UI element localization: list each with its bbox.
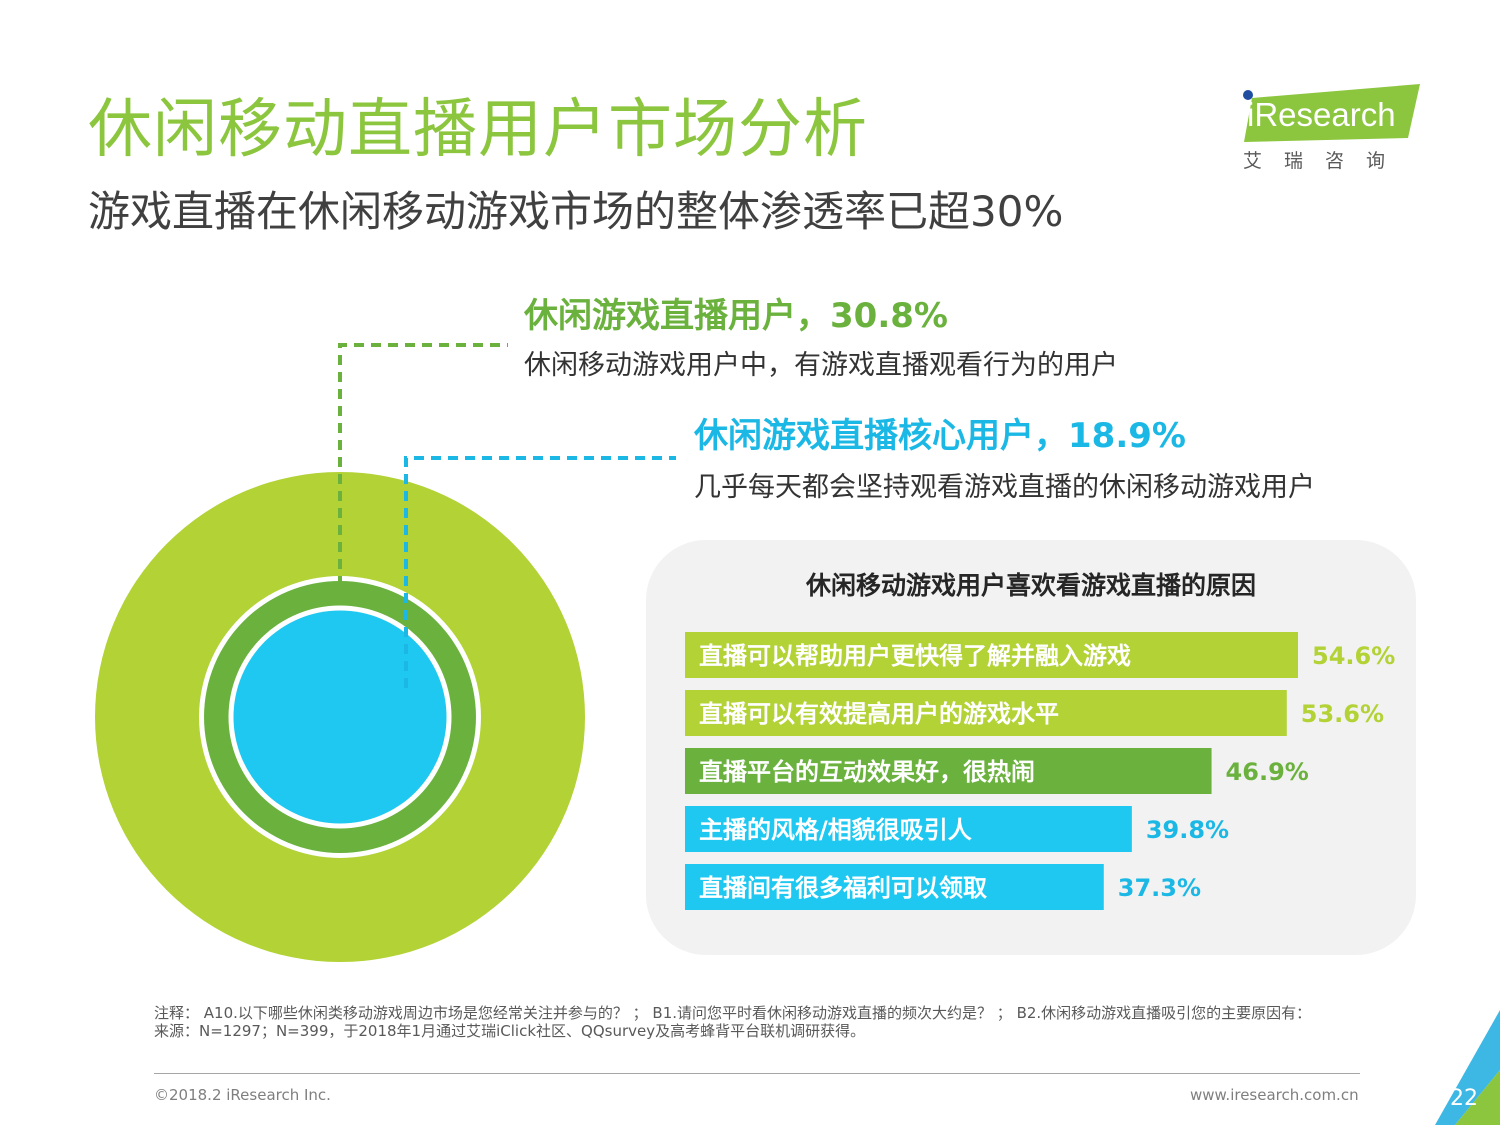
corner-decoration	[1435, 1010, 1500, 1125]
bar-category-label-3: 直播平台的互动效果好，很热闹	[699, 758, 1035, 786]
page-title: 休闲移动直播用户市场分析	[88, 93, 868, 167]
annotation-1-title: 休闲游戏直播用户，30.8%	[524, 296, 948, 336]
bar-category-label-1: 直播可以帮助用户更快得了解并融入游戏	[699, 642, 1131, 670]
bar-4	[685, 806, 1132, 852]
bar-3	[685, 748, 1212, 794]
copyright: ©2018.2 iResearch Inc.	[154, 1086, 331, 1104]
bar-value-label-1: 54.6%	[1312, 642, 1395, 670]
bar-category-label-4: 主播的风格/相貌很吸引人	[699, 816, 972, 844]
page-subtitle: 游戏直播在休闲移动游戏市场的整体渗透率已超30%	[88, 187, 1064, 236]
footnote-source: 来源：N=1297；N=399，于2018年1月通过艾瑞iClick社区、QQs…	[154, 1022, 866, 1040]
bar-category-label-2: 直播可以有效提高用户的游戏水平	[699, 700, 1059, 728]
annotation-2-title: 休闲游戏直播核心用户，18.9%	[694, 416, 1186, 456]
bar-2	[685, 690, 1287, 736]
logo-tagline: 艾瑞咨询	[1243, 150, 1408, 172]
annotation-connector-1	[338, 343, 508, 603]
footnote: 注释： A10.以下哪些休闲类移动游戏周边市场是您经常关注并参与的？ ； B1.…	[154, 1004, 1364, 1040]
bar-value-label-4: 39.8%	[1146, 816, 1229, 844]
bar-category-label-5: 直播间有很多福利可以领取	[699, 874, 987, 902]
annotation-connector-2	[404, 456, 676, 688]
circle-series-2	[233, 610, 447, 824]
website-link[interactable]: www.iresearch.com.cn	[1190, 1086, 1359, 1104]
bar-value-label-3: 46.9%	[1226, 758, 1309, 786]
footnote-notes: 注释： A10.以下哪些休闲类移动游戏周边市场是您经常关注并参与的？ ； B1.…	[154, 1004, 1312, 1022]
bar-5	[685, 864, 1104, 910]
annotation-2-description: 几乎每天都会坚持观看游戏直播的休闲移动游戏用户	[694, 472, 1315, 503]
iresearch-logo: iResearch	[1243, 84, 1420, 142]
page-number: 22	[1450, 1086, 1478, 1111]
logo-wordmark: iResearch	[1247, 96, 1396, 133]
annotation-1-description: 休闲移动游戏用户中，有游戏直播观看行为的用户	[524, 350, 1118, 381]
bar-value-label-2: 53.6%	[1301, 700, 1384, 728]
footer-divider	[154, 1073, 1360, 1074]
bar-1	[685, 632, 1298, 678]
bar-chart-title: 休闲移动游戏用户喜欢看游戏直播的原因	[805, 571, 1256, 600]
bar-value-label-5: 37.3%	[1118, 874, 1201, 902]
